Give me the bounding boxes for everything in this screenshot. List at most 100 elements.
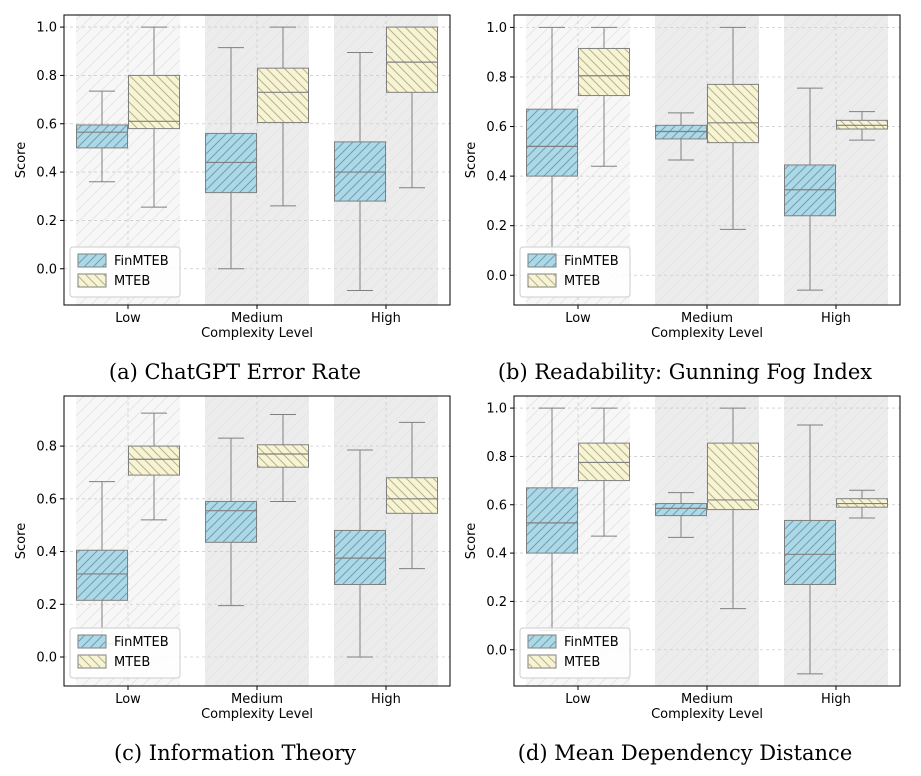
panel-c-mteb-low-box-hatch	[128, 445, 180, 476]
panel-b-mteb-high-box-hatch	[836, 119, 888, 130]
panel-b-legend-label-finmteb: FinMTEB	[564, 254, 619, 269]
panel-a-legend-label-mteb: MTEB	[114, 274, 150, 289]
panel-b-ytick-label-2: 0.4	[486, 170, 507, 185]
panel-b-mteb-medium-box-hatch	[707, 83, 759, 144]
panel-c-ytick-label-0: 0.0	[36, 651, 57, 666]
panel-b-xlabel: Complexity Level	[651, 326, 763, 341]
panel-a-xtick-high: High	[371, 311, 401, 326]
panel-a-ytick-label-2: 0.4	[36, 166, 57, 181]
panel-a-finmteb-medium-box-hatch	[205, 132, 257, 194]
panel-d-mteb-high-box-hatch	[836, 498, 888, 508]
panel-b-caption: (b) Readability: Gunning Fog Index	[498, 360, 872, 384]
panel-c-frame	[63, 395, 451, 687]
panel-d-legend-label-mteb: MTEB	[564, 655, 600, 670]
panel-b-legend-swatch-hatch-1	[528, 274, 556, 287]
panel-a-ytick-label-3: 0.6	[36, 117, 57, 132]
panel-b-xtick-low: Low	[565, 311, 591, 326]
panel-b-frame	[513, 14, 901, 306]
panel-a-finmteb-low-box-hatch	[76, 124, 128, 149]
panel-d-ytick-label-4: 0.8	[486, 450, 507, 465]
panel-b-ytick-label-4: 0.8	[486, 70, 507, 85]
panel-d-ytick-label-2: 0.4	[486, 547, 507, 562]
panel-c-legend-label-finmteb: FinMTEB	[114, 635, 169, 650]
panel-c-mteb-medium-box-hatch	[257, 444, 309, 468]
panel-b-ytick-label-0: 0.0	[486, 269, 507, 284]
panel-d-xlabel: Complexity Level	[651, 707, 763, 722]
panel-d-legend-swatch-hatch-1	[528, 655, 556, 668]
panel-a-ytick-label-1: 0.2	[36, 214, 57, 229]
panel-a-xtick-low: Low	[115, 311, 141, 326]
panel-a-mteb-high-box-hatch	[386, 26, 438, 93]
panel-c-xtick-low: Low	[115, 692, 141, 707]
panel-b-ytick-label-3: 0.6	[486, 120, 507, 135]
panel-c-ytick-label-2: 0.4	[36, 545, 57, 560]
panel-c-ylabel: Score	[14, 523, 29, 559]
panel-d-legend-label-finmteb: FinMTEB	[564, 635, 619, 650]
panel-d-mteb-medium-box-hatch	[707, 442, 759, 511]
panel-a-mteb-low-box-hatch	[128, 74, 180, 130]
panel-d-finmteb-high-box-hatch	[784, 519, 836, 585]
panel-c-finmteb-low-box-hatch	[76, 549, 128, 601]
panel-a-finmteb-high-box-hatch	[334, 141, 386, 202]
panel-c-legend-swatch-hatch-0	[78, 635, 106, 648]
panel-c-caption: (c) Information Theory	[114, 741, 356, 765]
panel-c-mteb-high-box-hatch	[386, 477, 438, 514]
panel-a-frame	[63, 14, 451, 306]
panel-d-caption: (d) Mean Dependency Distance	[518, 741, 853, 765]
panel-a-legend: FinMTEB MTEB	[69, 246, 181, 298]
panel-b-ylabel: Score	[464, 142, 479, 178]
panel-c-ytick-label-1: 0.2	[36, 598, 57, 613]
panel-a-legend-swatch-hatch-1	[78, 274, 106, 287]
panel-d-ytick-label-3: 0.6	[486, 498, 507, 513]
panel-d-xtick-low: Low	[565, 692, 591, 707]
panel-a-ytick-label-0: 0.0	[36, 262, 57, 277]
panel-a-legend-label-finmteb: FinMTEB	[114, 254, 169, 269]
panel-a-ytick-label-4: 0.8	[36, 69, 57, 84]
panel-c-legend-label-mteb: MTEB	[114, 655, 150, 670]
panel-a-legend-swatch-hatch-0	[78, 254, 106, 267]
panel-c-xtick-medium: Medium	[231, 692, 283, 707]
panel-d-plot: 0.0 0.2 0.4 0.6 0.8 1.0	[486, 395, 901, 690]
panel-c-legend: FinMTEB MTEB	[69, 627, 181, 679]
panel-d-ytick-label-5: 1.0	[486, 402, 507, 417]
panel-a-ylabel: Score	[14, 142, 29, 178]
panel-a-plot: 0.0 0.2 0.4 0.6 0.8 1.0	[36, 14, 451, 309]
panel-b-legend-label-mteb: MTEB	[564, 274, 600, 289]
panel-a-caption: (a) ChatGPT Error Rate	[109, 360, 361, 384]
panel-b-finmteb-medium-box-hatch	[655, 124, 707, 140]
panel-a: 0.0 0.2 0.4 0.6 0.8 1.0 Low Medium High Compl…	[14, 14, 451, 384]
panel-c-legend-swatch-hatch-1	[78, 655, 106, 668]
panel-c-finmteb-medium-box-hatch	[205, 500, 257, 543]
panel-b-finmteb-low-box-hatch	[526, 108, 578, 177]
panel-b-ytick-label-1: 0.2	[486, 219, 507, 234]
panel-c-ytick-label-4: 0.8	[36, 440, 57, 455]
panel-d-mteb-low-box-hatch	[578, 442, 630, 482]
panel-a-mteb-medium-box-hatch	[257, 67, 309, 124]
panel-b-xtick-medium: Medium	[681, 311, 733, 326]
panel-c-finmteb-high-box-hatch	[334, 529, 386, 585]
panel-d: 0.0 0.2 0.4 0.6 0.8 1.0 Low Medium High Compl…	[464, 395, 901, 765]
panel-b-legend-swatch-hatch-0	[528, 254, 556, 267]
panel-b-xtick-high: High	[821, 311, 851, 326]
panel-d-legend: FinMTEB MTEB	[519, 627, 631, 679]
panel-b-mteb-low-box-hatch	[578, 47, 630, 97]
panel-d-finmteb-low-box-hatch	[526, 487, 578, 554]
panel-a-ytick-label-5: 1.0	[36, 21, 57, 36]
panel-d-xtick-medium: Medium	[681, 692, 733, 707]
panel-c-ytick-label-3: 0.6	[36, 492, 57, 507]
panel-d-finmteb-medium-box-hatch	[655, 503, 707, 517]
panel-c-xtick-high: High	[371, 692, 401, 707]
panel-b-finmteb-high-box-hatch	[784, 164, 836, 217]
panel-b-legend: FinMTEB MTEB	[519, 246, 631, 298]
panel-d-ytick-label-0: 0.0	[486, 643, 507, 658]
panel-a-xtick-medium: Medium	[231, 311, 283, 326]
panel-d-xtick-high: High	[821, 692, 851, 707]
panel-d-legend-swatch-hatch-0	[528, 635, 556, 648]
panel-c-xlabel: Complexity Level	[201, 707, 313, 722]
panel-d-ytick-label-1: 0.2	[486, 595, 507, 610]
panel-b: 0.0 0.2 0.4 0.6 0.8 1.0 Low Medium High Compl…	[464, 14, 901, 384]
panel-d-frame	[513, 395, 901, 687]
panel-b-ytick-label-5: 1.0	[486, 21, 507, 36]
panel-c: 0.0 0.2 0.4 0.6 0.8 Low Medium High Complexi…	[14, 395, 451, 765]
